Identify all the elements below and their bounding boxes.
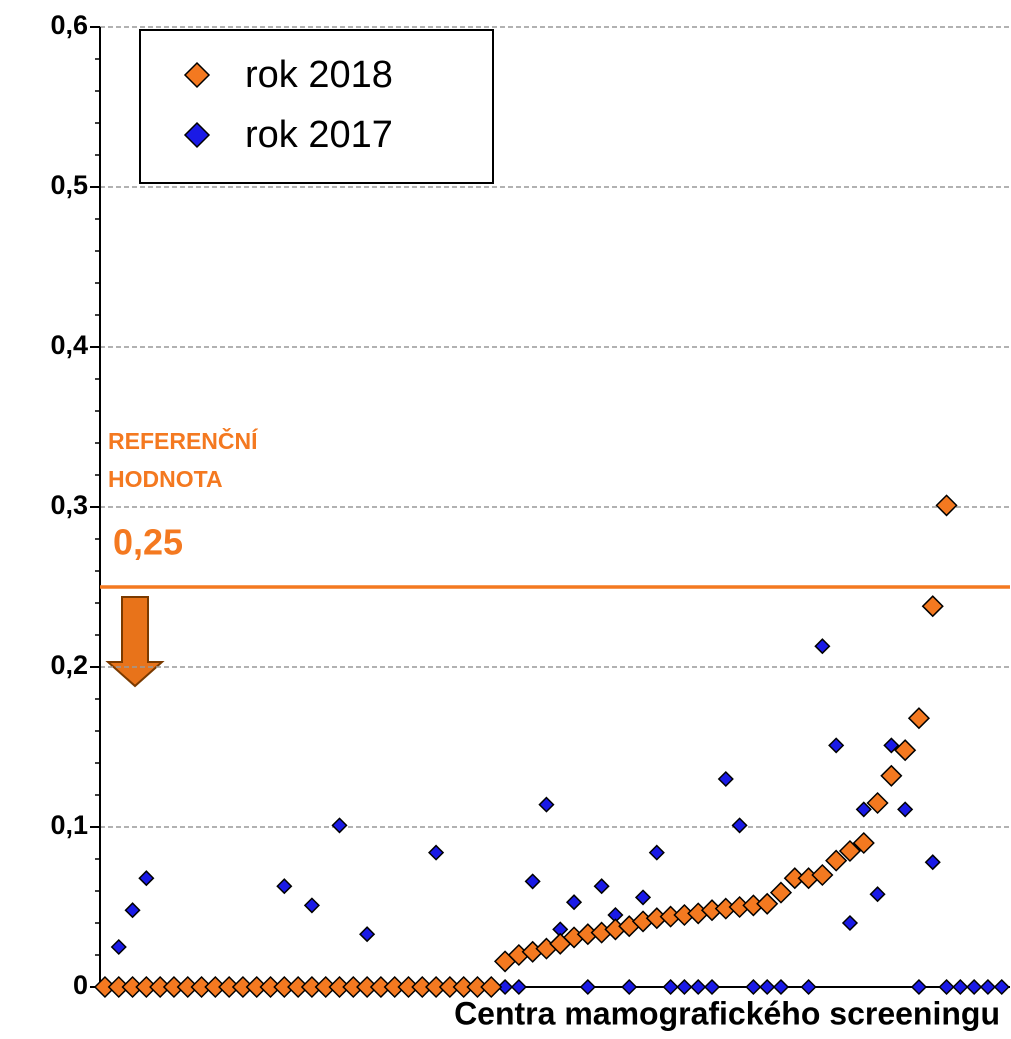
marker [897, 801, 914, 818]
marker [717, 770, 734, 788]
legend-marker [183, 121, 211, 149]
marker [935, 494, 958, 517]
legend-label: rok 2018 [245, 54, 393, 96]
marker [756, 892, 779, 915]
marker [883, 737, 900, 754]
marker [359, 926, 376, 943]
marker [676, 978, 693, 996]
marker [428, 844, 445, 861]
marker [731, 817, 748, 834]
marker [880, 764, 903, 787]
marker [662, 978, 679, 996]
marker [538, 796, 555, 813]
y-tick-label: 0,3 [50, 490, 88, 520]
marker [966, 978, 983, 996]
x-axis-label: Centra mamografického screeningu [454, 995, 1000, 1031]
marker [841, 914, 859, 932]
marker [825, 849, 848, 872]
marker [138, 870, 155, 887]
marker [993, 978, 1010, 996]
legend-marker [183, 61, 211, 89]
legend-label: rok 2017 [245, 114, 393, 156]
y-tick-label: 0,6 [50, 10, 88, 40]
marker [838, 839, 862, 863]
marker [510, 978, 527, 996]
y-tick-label: 0,5 [50, 170, 88, 200]
marker [852, 831, 875, 855]
marker [811, 863, 834, 887]
marker [800, 978, 817, 996]
marker [828, 737, 845, 754]
marker [924, 854, 941, 871]
marker [907, 707, 931, 730]
marker [866, 791, 889, 815]
reference-value: 0,25 [113, 522, 183, 563]
marker [772, 978, 790, 996]
marker [110, 938, 127, 956]
marker [745, 978, 762, 996]
marker [593, 878, 610, 895]
marker [759, 978, 776, 996]
y-tick-label: 0 [73, 970, 88, 1000]
y-tick-label: 0,4 [50, 330, 88, 360]
marker [690, 978, 707, 996]
legend-box [139, 29, 494, 184]
marker [703, 978, 721, 996]
marker [921, 595, 944, 618]
reference-title: HODNOTA [108, 466, 223, 492]
marker [938, 978, 955, 996]
marker [331, 817, 348, 834]
marker [579, 978, 596, 996]
arrow [105, 596, 165, 688]
marker [124, 902, 141, 919]
marker [869, 886, 886, 903]
marker [565, 894, 583, 911]
marker [894, 739, 917, 762]
marker [621, 978, 638, 996]
marker [855, 801, 872, 818]
y-tick-label: 0,1 [50, 810, 88, 840]
marker [979, 978, 996, 996]
marker [496, 978, 514, 996]
marker [634, 889, 652, 906]
reference-title: REFERENČNÍ [108, 427, 258, 454]
y-tick-label: 0,2 [50, 650, 88, 680]
marker [769, 881, 793, 904]
marker [480, 975, 503, 999]
marker [276, 878, 293, 895]
marker [303, 897, 320, 914]
marker [648, 844, 665, 861]
marker [910, 978, 928, 996]
marker [524, 873, 541, 890]
marker [814, 638, 831, 655]
marker [952, 978, 969, 996]
